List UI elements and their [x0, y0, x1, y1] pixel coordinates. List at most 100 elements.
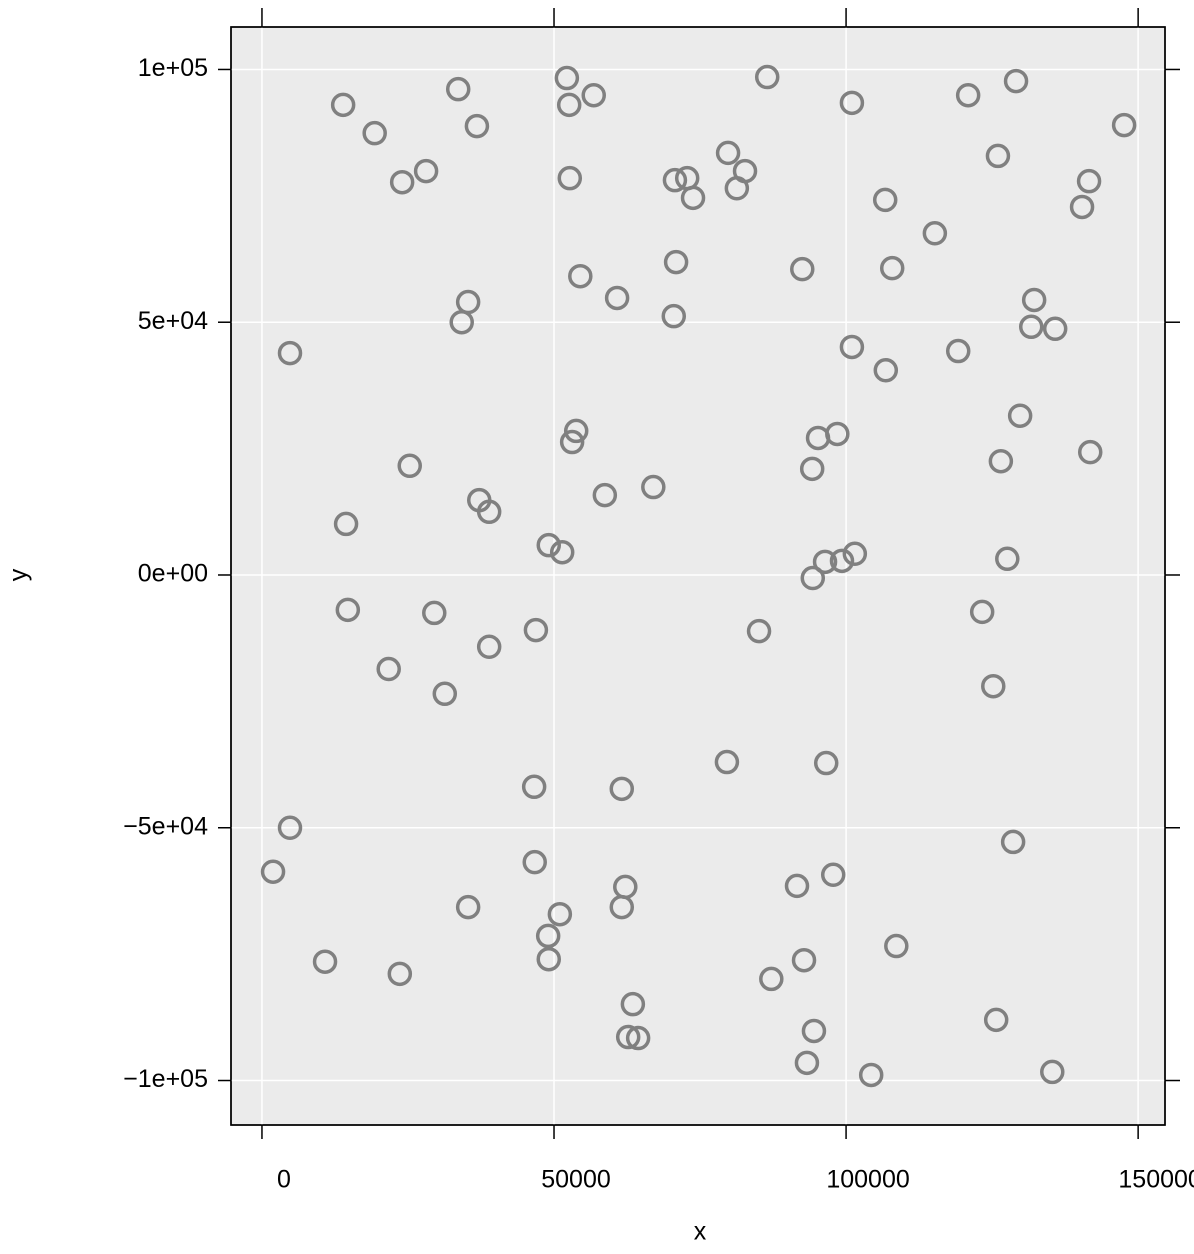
point [791, 947, 817, 973]
point [812, 549, 838, 575]
panel-border [230, 26, 1166, 1126]
y-tick-label: 5e+04 [138, 307, 208, 335]
point [995, 546, 1020, 572]
point [663, 249, 689, 275]
point [335, 597, 361, 623]
x-tick-label: 150000 [1118, 1166, 1194, 1194]
point [387, 961, 413, 987]
point [277, 815, 303, 841]
point [1111, 112, 1137, 138]
point [839, 90, 865, 116]
point [536, 532, 562, 558]
point [376, 656, 401, 682]
point [1069, 194, 1095, 220]
point [609, 894, 635, 920]
point [872, 187, 898, 213]
point [536, 946, 562, 972]
point [1077, 439, 1103, 465]
point [873, 358, 899, 383]
point [389, 169, 415, 195]
point [464, 113, 490, 139]
point [547, 901, 573, 927]
point [1000, 829, 1026, 855]
point [969, 599, 995, 625]
point [620, 991, 646, 1017]
point [661, 303, 687, 329]
point [432, 681, 458, 707]
point [801, 1018, 827, 1044]
point [746, 618, 772, 644]
point [922, 221, 948, 246]
y-tick-label: −5e+04 [123, 812, 208, 840]
point [277, 340, 303, 366]
point [523, 617, 549, 643]
point [724, 176, 750, 201]
point [858, 1062, 884, 1088]
point [839, 334, 865, 360]
point [312, 949, 338, 974]
point [680, 185, 706, 211]
point [714, 749, 740, 775]
point [794, 1050, 820, 1076]
point [333, 511, 359, 537]
point [592, 482, 618, 508]
point [754, 64, 780, 90]
point [556, 92, 582, 118]
y-tick-label: 0e+00 [138, 560, 208, 588]
point [1040, 1059, 1065, 1085]
plot-panel [230, 26, 1166, 1126]
point [554, 65, 580, 91]
point [1003, 68, 1029, 94]
x-tick-label: 100000 [826, 1166, 909, 1194]
point [445, 76, 471, 102]
point [568, 263, 593, 289]
point [422, 600, 447, 626]
point [413, 158, 439, 184]
point [476, 634, 502, 660]
point [790, 256, 815, 282]
point [879, 255, 905, 281]
point [988, 448, 1014, 474]
point [476, 499, 502, 525]
y-axis-label: y [5, 568, 33, 581]
point [985, 143, 1011, 169]
point [799, 456, 825, 482]
point [609, 776, 635, 802]
point [535, 923, 561, 949]
point [1076, 168, 1102, 194]
point [829, 548, 855, 574]
point [1042, 316, 1068, 342]
point [549, 539, 575, 565]
point [820, 862, 846, 888]
point [449, 309, 474, 335]
x-tick-label: 0 [277, 1166, 291, 1194]
point [260, 859, 286, 884]
point [955, 82, 981, 108]
point [641, 474, 666, 500]
y-tick-label: 1e+05 [138, 54, 208, 82]
point [759, 966, 784, 992]
point [615, 1024, 641, 1050]
point [330, 92, 356, 118]
point [1007, 403, 1033, 428]
point [813, 750, 839, 776]
point [825, 421, 850, 447]
point [983, 1007, 1009, 1033]
point [563, 418, 589, 444]
point [800, 565, 826, 591]
point [625, 1025, 651, 1051]
point [981, 673, 1006, 699]
point [522, 849, 547, 875]
point [397, 453, 422, 479]
point [581, 82, 606, 108]
point [1018, 314, 1044, 340]
point [362, 120, 387, 146]
point [559, 429, 585, 455]
point [715, 140, 741, 166]
point [784, 873, 810, 899]
x-tick-label: 50000 [541, 1166, 611, 1194]
point [662, 167, 688, 193]
y-tick-label: −1e+05 [123, 1065, 208, 1093]
point [842, 541, 868, 567]
